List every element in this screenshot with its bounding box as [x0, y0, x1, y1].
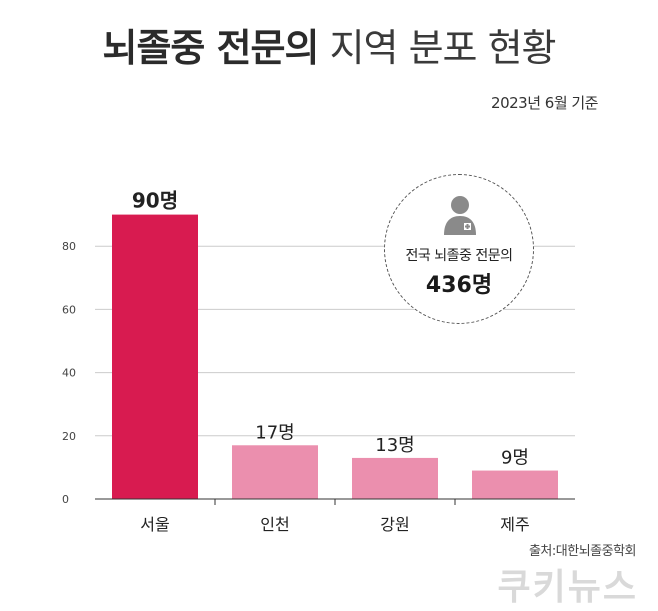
value-label-강원: 13명	[375, 435, 414, 456]
category-label-인천: 인천	[260, 515, 289, 534]
total-callout: 전국 뇌졸중 전문의 436명	[384, 174, 534, 324]
value-label-제주: 9명	[501, 448, 529, 469]
x-axis	[95, 498, 575, 505]
title-bold: 뇌졸중 전문의	[102, 26, 319, 70]
date-note: 2023년 6월 기준	[491, 94, 598, 112]
doctor-icon	[444, 196, 476, 235]
category-labels: 서울 인천 강원 제주	[140, 515, 529, 534]
value-label-서울: 90명	[132, 189, 178, 213]
y-tick-60: 60	[62, 303, 76, 316]
source-note: 출처:대한뇌졸중학회	[528, 544, 637, 559]
y-tick-labels: 0 20 40 60 80	[62, 240, 76, 506]
y-tick-40: 40	[62, 367, 76, 380]
bar-서울	[112, 214, 198, 499]
bar-제주	[472, 470, 558, 499]
total-label: 전국 뇌졸중 전문의	[405, 248, 513, 264]
total-value: 436명	[425, 273, 493, 298]
value-label-인천: 17명	[255, 422, 294, 443]
category-label-강원: 강원	[380, 515, 409, 534]
bar-강원	[352, 457, 438, 499]
y-tick-80: 80	[62, 240, 76, 253]
bar-인천	[232, 445, 318, 499]
y-tick-20: 20	[62, 430, 76, 443]
title-light: 지역 분포 현황	[329, 26, 557, 70]
category-label-제주: 제주	[500, 515, 529, 534]
value-labels: 90명 17명 13명 9명	[132, 189, 529, 469]
bars	[112, 214, 558, 499]
chart-title: 뇌졸중 전문의 지역 분포 현황	[0, 24, 658, 72]
publisher-logo: 쿠키뉴스	[497, 567, 638, 608]
y-tick-0: 0	[62, 493, 69, 506]
category-label-서울: 서울	[140, 515, 169, 534]
